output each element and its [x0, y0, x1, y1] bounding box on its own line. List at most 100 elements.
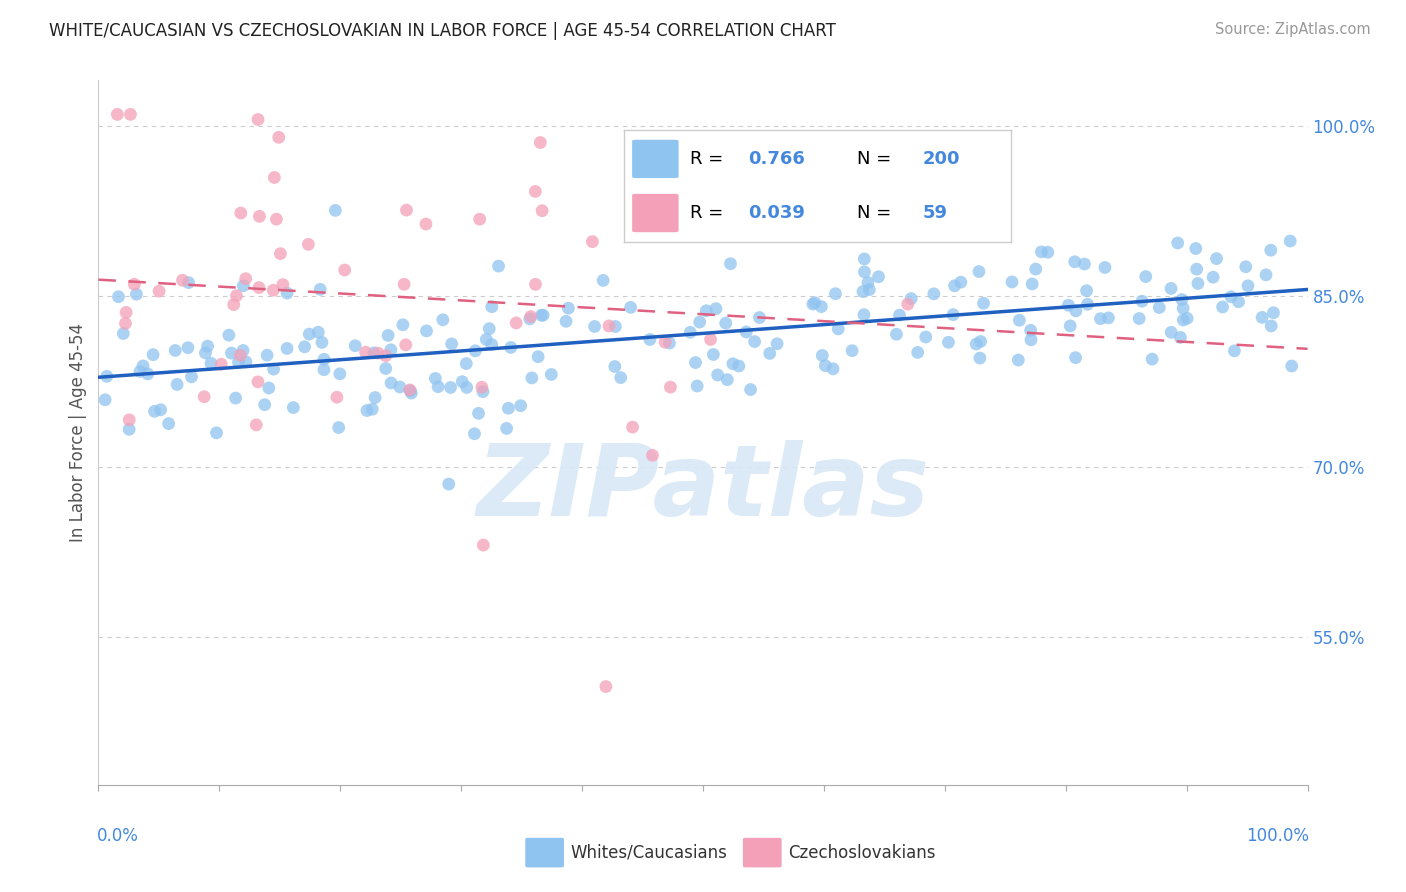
Point — [824, 286, 846, 301]
Point — [1036, 245, 1059, 260]
Point — [821, 361, 844, 376]
Point — [115, 305, 138, 319]
Point — [257, 381, 280, 395]
Point — [704, 301, 727, 316]
Point — [94, 392, 117, 407]
Point — [1160, 326, 1182, 340]
Point — [1025, 262, 1047, 277]
Point — [1001, 275, 1024, 289]
Point — [1170, 330, 1192, 344]
Point — [112, 326, 135, 341]
Point — [269, 246, 291, 260]
Point — [440, 337, 463, 351]
Point — [1057, 298, 1080, 312]
Point — [1064, 304, 1087, 318]
Point — [194, 346, 217, 360]
Point — [766, 336, 789, 351]
Point — [256, 348, 278, 362]
Point — [695, 303, 717, 318]
Point — [297, 237, 319, 252]
Point — [235, 271, 257, 285]
Point — [388, 380, 411, 394]
Point — [246, 375, 269, 389]
Point — [1251, 310, 1274, 325]
Point — [415, 324, 437, 338]
Point — [914, 330, 936, 344]
Point — [679, 326, 702, 340]
Point — [363, 346, 385, 360]
Point — [225, 288, 247, 302]
Point — [1135, 269, 1157, 284]
Point — [685, 355, 707, 369]
Point — [1175, 311, 1198, 326]
Point — [125, 287, 148, 301]
Point — [700, 186, 723, 200]
Point — [852, 285, 875, 299]
Point — [801, 297, 824, 311]
Point — [395, 203, 418, 218]
Point — [114, 317, 136, 331]
Point — [266, 212, 288, 227]
Point — [973, 296, 995, 310]
Point — [312, 352, 335, 367]
Point — [205, 425, 228, 440]
Point — [481, 337, 503, 351]
Point — [659, 380, 682, 394]
Point — [107, 290, 129, 304]
Point — [811, 348, 834, 362]
Point — [172, 273, 194, 287]
Point — [727, 359, 749, 373]
Point — [889, 308, 911, 322]
Point — [965, 337, 987, 351]
Point — [505, 316, 527, 330]
Point — [367, 346, 389, 360]
Point — [1021, 277, 1043, 291]
Point — [907, 345, 929, 359]
Point — [1019, 333, 1042, 347]
Point — [699, 333, 721, 347]
Point — [1130, 294, 1153, 309]
Point — [531, 203, 554, 218]
Point — [520, 371, 543, 385]
Point — [1160, 281, 1182, 295]
Point — [1019, 323, 1042, 337]
Point — [1205, 252, 1227, 266]
Point — [1173, 301, 1195, 316]
Point — [165, 343, 187, 358]
Point — [943, 278, 966, 293]
Point — [276, 342, 298, 356]
Point — [827, 322, 849, 336]
Point — [531, 308, 554, 322]
Point — [644, 187, 666, 202]
Point — [415, 217, 437, 231]
Point — [1140, 352, 1163, 367]
Point — [856, 276, 879, 290]
Point — [922, 286, 945, 301]
Point — [530, 308, 553, 322]
Point — [519, 310, 541, 324]
Point — [605, 319, 627, 334]
Point — [142, 348, 165, 362]
Point — [886, 327, 908, 342]
Point — [1234, 260, 1257, 274]
Point — [689, 315, 711, 329]
Point — [132, 359, 155, 373]
Point — [166, 377, 188, 392]
Point — [148, 284, 170, 298]
FancyBboxPatch shape — [742, 838, 782, 867]
Point — [235, 355, 257, 369]
Point — [1223, 343, 1246, 358]
Point — [283, 401, 305, 415]
Point — [399, 384, 422, 398]
Point — [1094, 260, 1116, 275]
Point — [468, 212, 491, 227]
Point — [245, 417, 267, 432]
Point — [720, 257, 742, 271]
Point — [232, 278, 254, 293]
Point — [1185, 242, 1208, 256]
Point — [307, 325, 329, 339]
Point — [263, 170, 285, 185]
Point — [263, 362, 285, 376]
Point — [1220, 290, 1243, 304]
Point — [1185, 262, 1208, 277]
